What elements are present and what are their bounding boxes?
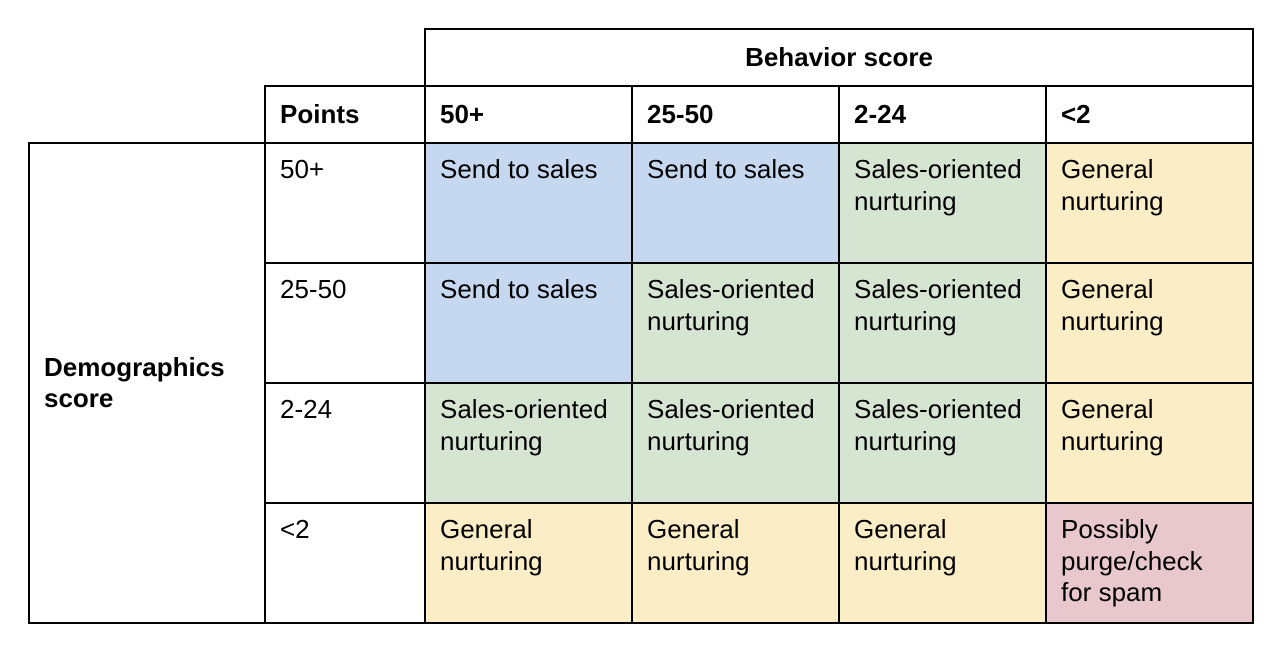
matrix-cell: Send to sales	[425, 143, 632, 263]
table-container: Behavior score Points 50+ 25-50 2-24 <2 …	[0, 0, 1280, 624]
header-row-top: Behavior score	[29, 29, 1253, 86]
matrix-cell: Sales-oriented nurturing	[425, 383, 632, 503]
blank-cell	[29, 86, 265, 143]
matrix-cell: General nurturing	[1046, 143, 1253, 263]
scoring-matrix-table: Behavior score Points 50+ 25-50 2-24 <2 …	[28, 28, 1254, 624]
behavior-label-1: 25-50	[632, 86, 839, 143]
matrix-cell: Send to sales	[632, 143, 839, 263]
behavior-score-header: Behavior score	[425, 29, 1253, 86]
demographics-score-header: Demographics score	[29, 143, 265, 623]
demographics-label-1: 25-50	[265, 263, 425, 383]
matrix-cell: Send to sales	[425, 263, 632, 383]
matrix-cell: Sales-oriented nurturing	[632, 263, 839, 383]
matrix-cell: Possibly purge/check for spam	[1046, 503, 1253, 623]
blank-cell	[265, 29, 425, 86]
matrix-cell: Sales-oriented nurturing	[632, 383, 839, 503]
blank-cell	[29, 29, 265, 86]
matrix-cell: General nurturing	[839, 503, 1046, 623]
behavior-label-0: 50+	[425, 86, 632, 143]
points-header: Points	[265, 86, 425, 143]
demographics-label-0: 50+	[265, 143, 425, 263]
matrix-cell: General nurturing	[1046, 263, 1253, 383]
matrix-cell: General nurturing	[632, 503, 839, 623]
behavior-label-2: 2-24	[839, 86, 1046, 143]
matrix-cell: General nurturing	[425, 503, 632, 623]
matrix-cell: Sales-oriented nurturing	[839, 143, 1046, 263]
matrix-cell: Sales-oriented nurturing	[839, 263, 1046, 383]
demographics-label-3: <2	[265, 503, 425, 623]
table-row: Demographics score 50+ Send to sales Sen…	[29, 143, 1253, 263]
demographics-label-2: 2-24	[265, 383, 425, 503]
behavior-label-3: <2	[1046, 86, 1253, 143]
matrix-cell: General nurturing	[1046, 383, 1253, 503]
matrix-cell: Sales-oriented nurturing	[839, 383, 1046, 503]
header-row-labels: Points 50+ 25-50 2-24 <2	[29, 86, 1253, 143]
